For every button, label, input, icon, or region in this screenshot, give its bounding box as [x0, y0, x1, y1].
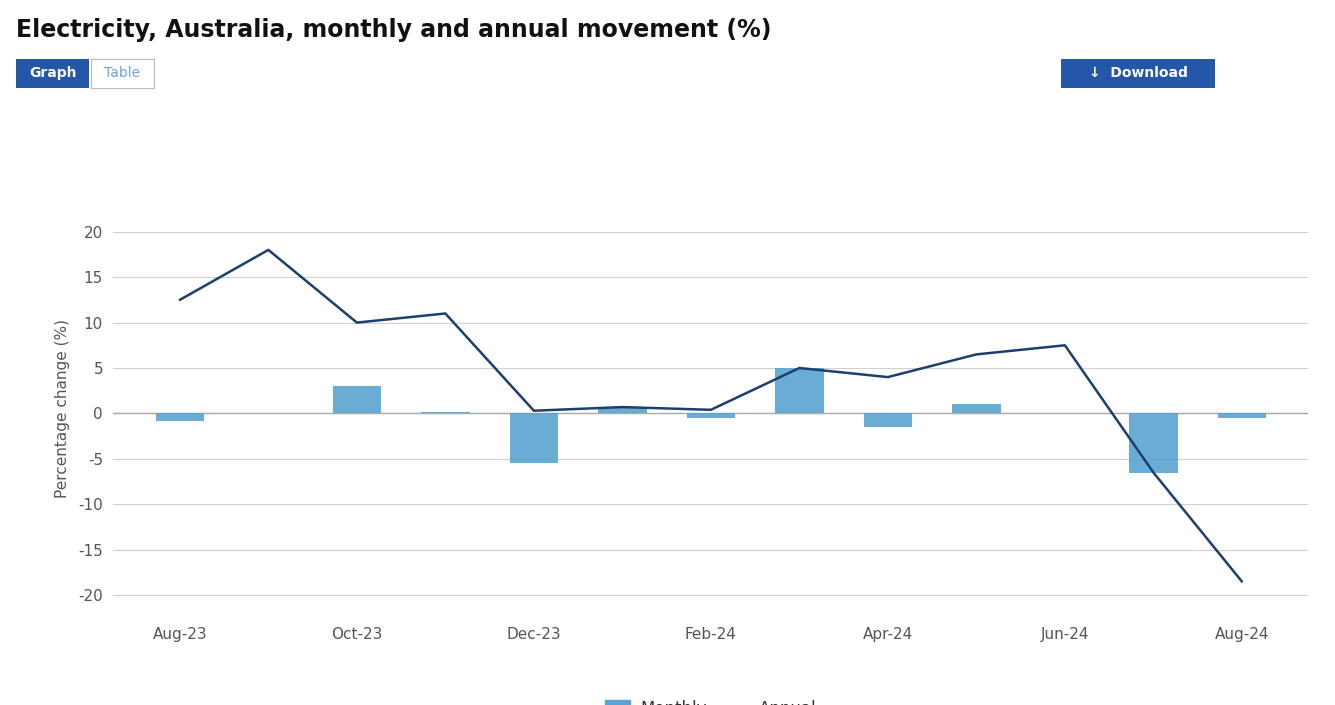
Text: Electricity, Australia, monthly and annual movement (%): Electricity, Australia, monthly and annu…: [16, 18, 772, 42]
Bar: [1218, 413, 1267, 418]
Text: ↓  Download: ↓ Download: [1088, 66, 1188, 80]
Bar: [510, 413, 558, 463]
Bar: [864, 413, 912, 427]
Bar: [421, 412, 470, 413]
Bar: [332, 386, 382, 413]
Bar: [952, 405, 1001, 413]
Bar: [598, 407, 646, 413]
Bar: [776, 368, 824, 413]
Y-axis label: Percentage change (%): Percentage change (%): [55, 319, 69, 498]
Bar: [244, 412, 292, 413]
Text: Table: Table: [104, 66, 140, 80]
Text: Graph: Graph: [29, 66, 76, 80]
Bar: [155, 413, 204, 421]
Bar: [1129, 413, 1177, 472]
Bar: [686, 413, 736, 418]
Legend: Monthly, Annual: Monthly, Annual: [597, 691, 825, 705]
